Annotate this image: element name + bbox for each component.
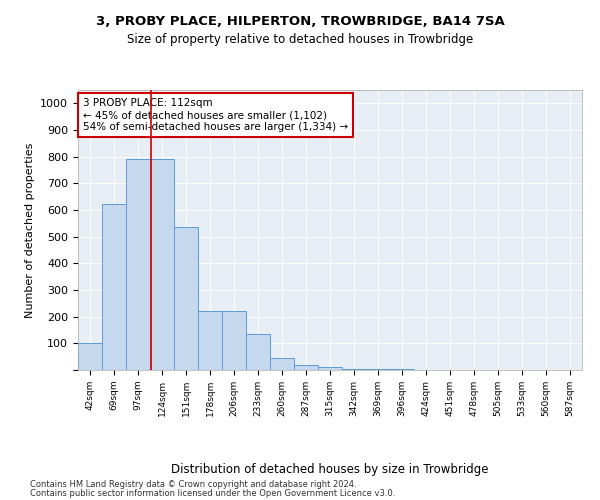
Bar (174, 228, 198, 370)
Text: 3 PROBY PLACE: 112sqm
← 45% of detached houses are smaller (1,102)
54% of semi-d: 3 PROBY PLACE: 112sqm ← 45% of detached … (83, 98, 348, 132)
Text: Distribution of detached houses by size in Trowbridge: Distribution of detached houses by size … (171, 462, 489, 475)
Bar (342, 368, 366, 370)
Text: Size of property relative to detached houses in Trowbridge: Size of property relative to detached ho… (127, 32, 473, 46)
Bar (78, 343, 102, 370)
Bar (150, 160, 174, 370)
Y-axis label: Number of detached properties: Number of detached properties (25, 142, 35, 318)
Bar (102, 204, 126, 370)
Text: Contains public sector information licensed under the Open Government Licence v3: Contains public sector information licen… (30, 489, 395, 498)
Bar (246, 334, 270, 370)
Bar (222, 312, 246, 370)
Bar (126, 160, 150, 370)
Bar (270, 358, 294, 370)
Text: 3, PROBY PLACE, HILPERTON, TROWBRIDGE, BA14 7SA: 3, PROBY PLACE, HILPERTON, TROWBRIDGE, B… (95, 15, 505, 28)
Bar (366, 369, 390, 370)
Bar (318, 368, 342, 370)
Bar (198, 312, 222, 370)
Bar (294, 365, 318, 370)
Text: Contains HM Land Registry data © Crown copyright and database right 2024.: Contains HM Land Registry data © Crown c… (30, 480, 356, 489)
